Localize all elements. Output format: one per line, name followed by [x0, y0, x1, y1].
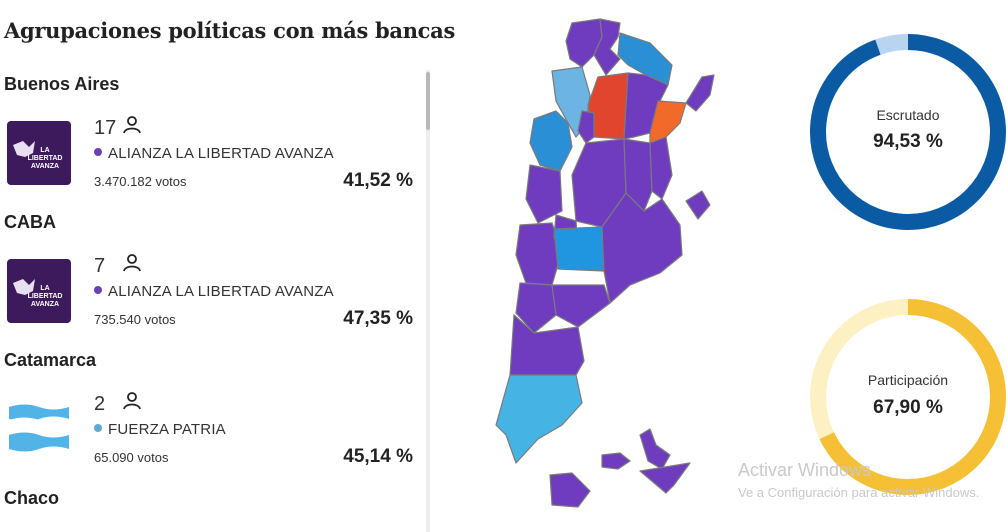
- antarctica-wedge[interactable]: [639, 462, 691, 494]
- province-misiones[interactable]: [685, 74, 715, 112]
- province-san-juan[interactable]: [525, 164, 563, 224]
- gauge-fill: [810, 299, 1006, 495]
- logo-text: LA: [40, 147, 49, 154]
- party-logo-lla: LA LIBERTAD AVANZA: [7, 121, 71, 185]
- page-title: Agrupaciones políticas con más bancas: [4, 18, 455, 43]
- party-color-dot: [94, 424, 102, 433]
- province-salta[interactable]: [593, 18, 621, 76]
- argentina-map[interactable]: [490, 15, 730, 515]
- escrutado-value: 94,53 %: [873, 131, 943, 152]
- logo-text: LIBERTAD: [28, 293, 63, 300]
- province-tucuman[interactable]: [577, 110, 595, 144]
- vote-count: 735.540 votos: [94, 312, 176, 327]
- province-santa-fe[interactable]: [623, 138, 653, 212]
- province-la-rioja[interactable]: [529, 110, 573, 172]
- scrollbar-thumb[interactable]: [426, 72, 430, 130]
- escrutado-label: Escrutado: [876, 107, 940, 123]
- party-label: FUERZA PATRIA: [108, 421, 226, 438]
- logo-text: LIBERTAD: [28, 155, 63, 162]
- seat-count: 7: [94, 255, 106, 277]
- province-santiago[interactable]: [587, 72, 629, 140]
- lla-lion-icon: LA LIBERTAD AVANZA: [13, 279, 63, 308]
- province-buenos-aires[interactable]: [601, 192, 683, 304]
- gauge-fill: [810, 34, 1006, 230]
- islands-south[interactable]: [639, 428, 671, 470]
- province-name: Chaco: [4, 488, 60, 508]
- vote-count: 3.470.182 votos: [94, 174, 187, 189]
- party-color-dot: [94, 286, 102, 295]
- logo-text: LA: [40, 285, 49, 292]
- person-icon: [123, 392, 141, 410]
- province-name: Buenos Aires: [4, 74, 120, 94]
- vote-percent: 45,14 %: [343, 446, 413, 467]
- person-icon: [123, 254, 141, 272]
- logo-text: AVANZA: [31, 301, 59, 308]
- windows-watermark-title: Activar Windows: [738, 460, 872, 480]
- province-name: CABA: [4, 212, 56, 232]
- party-name: FUERZA PATRIA: [94, 421, 226, 438]
- argentina-flag-icon: [9, 404, 69, 452]
- seat-count: 2: [94, 393, 106, 415]
- province-neuquen[interactable]: [515, 282, 557, 334]
- scrollbar-track[interactable]: [426, 70, 430, 532]
- person-icon: [123, 116, 141, 134]
- party-label: ALIANZA LA LIBERTAD AVANZA: [108, 145, 334, 162]
- vote-percent: 41,52 %: [343, 170, 413, 191]
- province-entre-rios[interactable]: [649, 136, 673, 200]
- vote-count: 65.090 votos: [94, 450, 169, 465]
- province-list[interactable]: Buenos Aires LA LIBERTAD AVANZA 17 ALIAN…: [0, 68, 425, 532]
- province-tierra-del-fuego[interactable]: [549, 472, 591, 508]
- seat-count: 17: [94, 117, 117, 139]
- party-name: ALIANZA LA LIBERTAD AVANZA: [94, 283, 334, 300]
- vote-percent: 47,35 %: [343, 308, 413, 329]
- party-name: ALIANZA LA LIBERTAD AVANZA: [94, 145, 334, 162]
- party-color-dot: [94, 148, 102, 157]
- logo-text: AVANZA: [31, 163, 59, 170]
- escrutado-gauge: [810, 34, 1006, 230]
- province-caba[interactable]: [685, 190, 711, 220]
- province-name: Catamarca: [4, 350, 97, 370]
- province-la-pampa[interactable]: [553, 226, 605, 272]
- province-santa-cruz[interactable]: [495, 374, 583, 464]
- province-rio-negro[interactable]: [551, 284, 611, 328]
- party-logo-flag: [7, 397, 71, 461]
- participacion-value: 67,90 %: [873, 397, 943, 418]
- participacion-gauge: [810, 299, 1006, 495]
- lla-lion-icon: LA LIBERTAD AVANZA: [13, 141, 63, 170]
- party-label: ALIANZA LA LIBERTAD AVANZA: [108, 283, 334, 300]
- islands-malvinas[interactable]: [601, 452, 631, 470]
- participacion-label: Participación: [867, 372, 949, 388]
- party-logo-lla: LA LIBERTAD AVANZA: [7, 259, 71, 323]
- windows-watermark-subtitle: Ve a Configuración para activar Windows.: [738, 485, 980, 500]
